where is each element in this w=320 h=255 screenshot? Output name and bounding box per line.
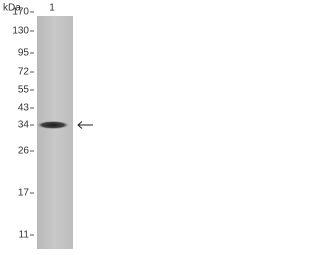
blot-lane xyxy=(37,16,73,249)
marker-label: 55 xyxy=(18,85,30,96)
lane-label: 1 xyxy=(49,3,55,14)
western-blot: kDa 1 170 130 95 72 55 43 34 26 17 11 xyxy=(3,3,93,249)
marker-label: 170 xyxy=(12,7,29,18)
marker-label: 34 xyxy=(18,120,30,131)
marker-label: 11 xyxy=(19,230,30,241)
marker-label: 26 xyxy=(18,146,30,157)
arrow xyxy=(77,121,93,129)
marker-label: 95 xyxy=(18,48,30,59)
marker-label: 17 xyxy=(18,188,30,199)
marker-label: 43 xyxy=(18,103,30,114)
marker-label: 130 xyxy=(12,26,29,37)
protein-band xyxy=(37,121,69,129)
unit-label: kDa xyxy=(3,3,21,14)
marker-label: 72 xyxy=(18,67,30,78)
